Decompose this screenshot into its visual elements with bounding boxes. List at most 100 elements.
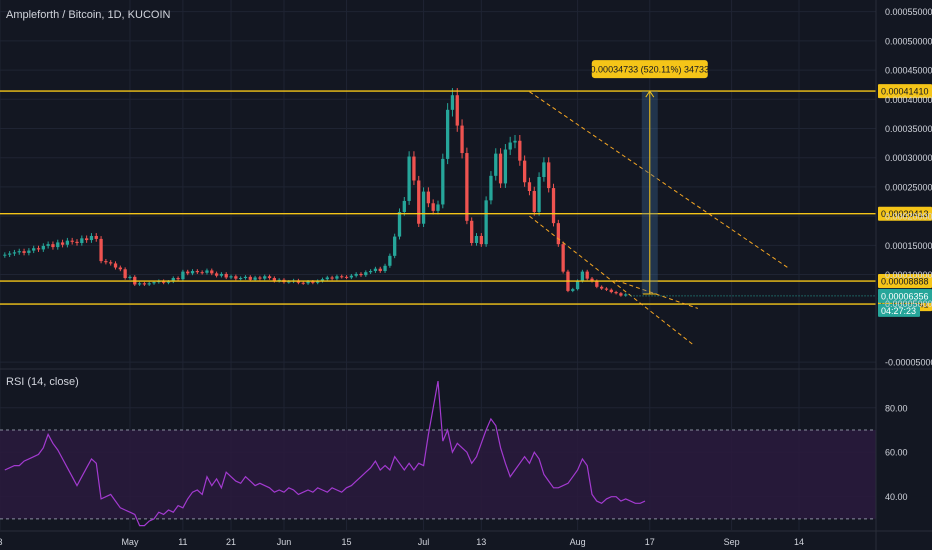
candle-body[interactable] xyxy=(137,283,142,285)
candle-body[interactable] xyxy=(190,271,195,274)
candle-body[interactable] xyxy=(426,191,431,204)
candle-body[interactable] xyxy=(349,275,354,278)
candle-body[interactable] xyxy=(176,278,180,280)
candle-body[interactable] xyxy=(383,265,387,272)
candle-body[interactable] xyxy=(465,153,469,221)
candle-body[interactable] xyxy=(431,203,435,211)
candle-body[interactable] xyxy=(508,142,512,150)
candle-body[interactable] xyxy=(522,160,527,183)
candle-body[interactable] xyxy=(224,273,228,278)
candle-body[interactable] xyxy=(306,281,310,284)
candle-body[interactable] xyxy=(580,271,585,281)
candle-body[interactable] xyxy=(619,293,623,296)
candle-body[interactable] xyxy=(575,280,580,290)
candle-body[interactable] xyxy=(46,244,50,246)
candle-body[interactable] xyxy=(258,277,262,279)
candle-body[interactable] xyxy=(56,242,60,248)
candle-body[interactable] xyxy=(455,95,459,126)
candle-body[interactable] xyxy=(301,282,305,284)
candle-body[interactable] xyxy=(402,200,406,213)
candle-body[interactable] xyxy=(551,188,556,224)
candle-body[interactable] xyxy=(624,294,628,296)
candle-body[interactable] xyxy=(166,281,171,283)
candle-body[interactable] xyxy=(210,270,214,274)
candle-body[interactable] xyxy=(186,271,190,274)
candle-body[interactable] xyxy=(248,276,252,280)
candle-body[interactable] xyxy=(479,235,483,245)
candle-body[interactable] xyxy=(181,271,185,280)
candle-body[interactable] xyxy=(441,158,445,205)
candle-body[interactable] xyxy=(142,283,147,285)
candle-body[interactable] xyxy=(527,182,532,192)
candle-body[interactable] xyxy=(113,263,118,268)
candle-body[interactable] xyxy=(263,276,267,279)
candle-body[interactable] xyxy=(267,276,272,279)
candle-body[interactable] xyxy=(253,277,257,280)
candle-body[interactable] xyxy=(311,281,315,283)
price-pane[interactable]: 0.00034733 (520.11%) 34733 xyxy=(0,60,876,346)
candle-body[interactable] xyxy=(147,283,151,285)
candle-body[interactable] xyxy=(7,253,12,255)
candle-body[interactable] xyxy=(489,175,493,201)
rsi-pane[interactable] xyxy=(0,380,876,527)
candle-body[interactable] xyxy=(532,191,536,213)
candle-body[interactable] xyxy=(518,140,522,161)
candle-body[interactable] xyxy=(498,153,503,184)
candle-body[interactable] xyxy=(195,271,199,273)
candle-body[interactable] xyxy=(378,268,382,272)
candle-body[interactable] xyxy=(109,262,113,264)
candle-body[interactable] xyxy=(460,125,464,154)
candle-body[interactable] xyxy=(547,162,551,189)
candle-body[interactable] xyxy=(65,240,70,245)
candle-body[interactable] xyxy=(542,162,546,177)
candle-body[interactable] xyxy=(450,95,455,110)
candle-body[interactable] xyxy=(590,278,594,281)
candle-body[interactable] xyxy=(36,248,41,250)
candle-body[interactable] xyxy=(561,244,565,272)
candle-body[interactable] xyxy=(70,240,74,242)
candle-body[interactable] xyxy=(60,242,65,245)
candle-body[interactable] xyxy=(123,269,127,279)
candle-body[interactable] xyxy=(316,280,320,283)
candle-body[interactable] xyxy=(32,248,36,251)
candle-body[interactable] xyxy=(513,140,517,143)
candle-body[interactable] xyxy=(94,235,98,239)
candle-body[interactable] xyxy=(571,289,575,291)
candle-body[interactable] xyxy=(234,276,238,279)
candle-body[interactable] xyxy=(393,236,397,256)
candle-body[interactable] xyxy=(27,250,31,253)
candle-body[interactable] xyxy=(599,286,604,289)
candle-body[interactable] xyxy=(89,235,94,241)
candle-body[interactable] xyxy=(340,276,344,278)
candle-body[interactable] xyxy=(503,149,508,184)
candle-body[interactable] xyxy=(397,212,402,237)
candle-body[interactable] xyxy=(537,176,541,213)
candle-body[interactable] xyxy=(152,282,156,284)
candle-body[interactable] xyxy=(171,278,175,282)
candle-body[interactable] xyxy=(484,200,488,245)
candle-body[interactable] xyxy=(287,281,291,283)
candle-body[interactable] xyxy=(161,280,166,283)
trend-channel-line[interactable] xyxy=(529,91,790,270)
candle-body[interactable] xyxy=(412,156,416,181)
candle-body[interactable] xyxy=(51,244,55,248)
candle-body[interactable] xyxy=(22,251,26,253)
candle-body[interactable] xyxy=(99,238,103,262)
candle-body[interactable] xyxy=(388,255,392,266)
candle-body[interactable] xyxy=(80,238,84,243)
candle-body[interactable] xyxy=(445,109,450,159)
candle-body[interactable] xyxy=(12,252,17,254)
candle-body[interactable] xyxy=(417,180,421,224)
candle-body[interactable] xyxy=(75,241,79,243)
candle-body[interactable] xyxy=(595,280,599,287)
candle-body[interactable] xyxy=(364,272,368,276)
candle-body[interactable] xyxy=(17,251,21,253)
candle-body[interactable] xyxy=(330,277,334,279)
candle-body[interactable] xyxy=(609,289,613,293)
candle-body[interactable] xyxy=(84,238,89,241)
candle-body[interactable] xyxy=(200,272,204,274)
candle-body[interactable] xyxy=(614,292,618,294)
candle-body[interactable] xyxy=(470,220,474,243)
candle-body[interactable] xyxy=(128,276,132,279)
